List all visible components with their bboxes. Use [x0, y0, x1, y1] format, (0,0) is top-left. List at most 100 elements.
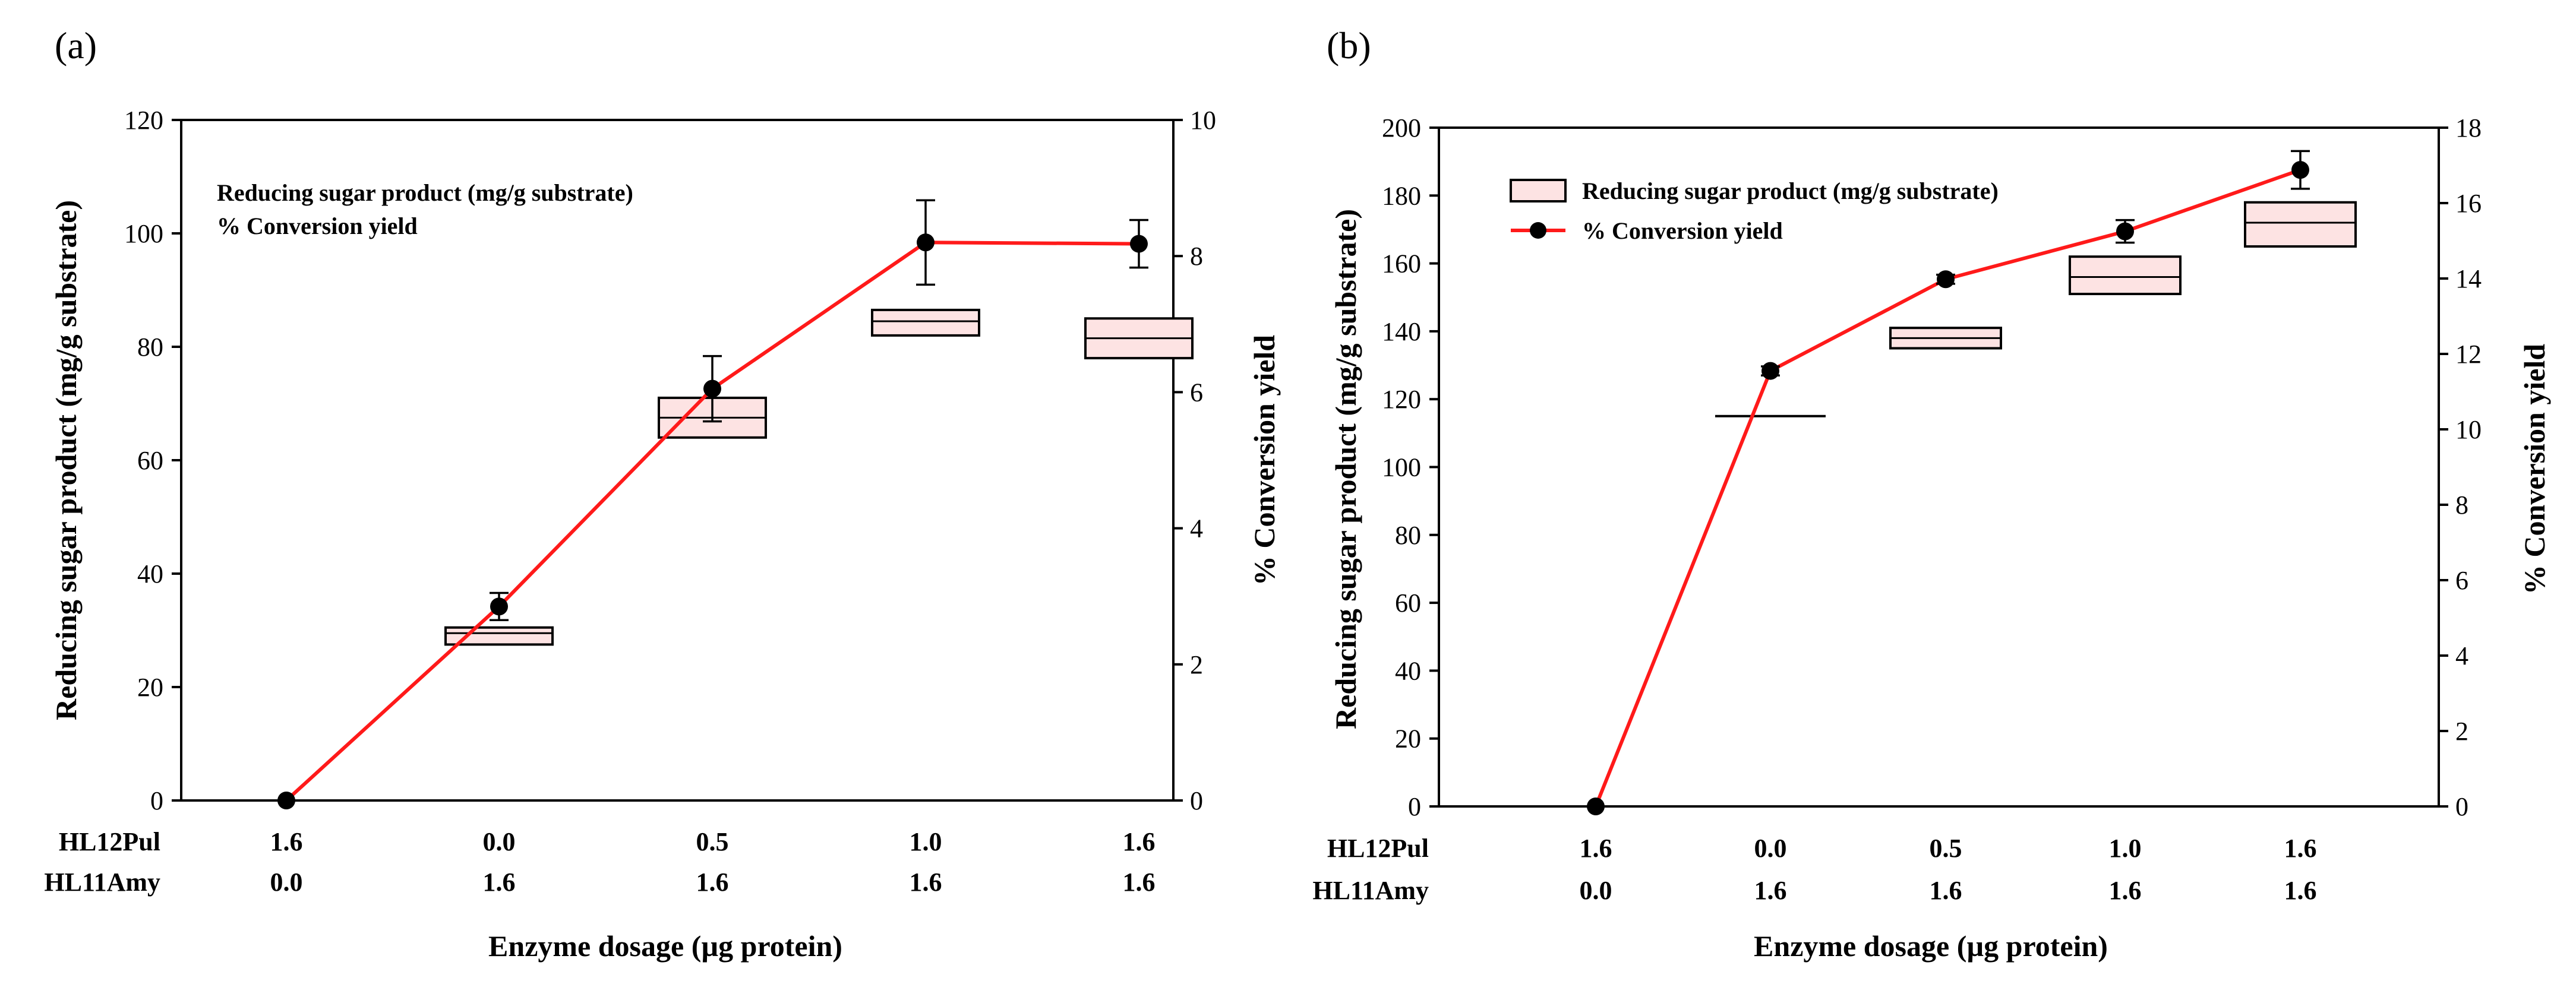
y2-tick-label: 8: [1190, 242, 1203, 271]
dosage-value: 0.5: [696, 827, 729, 856]
panel-label-a: (a): [55, 24, 97, 67]
legend-item-yield-a: % Conversion yield: [217, 213, 418, 239]
y-tick-label: 160: [1382, 249, 1421, 279]
dosage-value: 1.6: [1580, 834, 1612, 863]
y2-tick-label: 10: [2455, 415, 2482, 444]
sugar-box: [2244, 201, 2357, 248]
y-axis-title-b: Reducing sugar product (mg/g substrate): [1329, 209, 1362, 729]
y-axis-title-a: Reducing sugar product (mg/g substrate): [49, 200, 83, 720]
y-tick-label: 20: [137, 673, 163, 702]
conversion-yield-point: [277, 792, 295, 809]
y2-tick-label: 18: [2455, 113, 2482, 143]
legend-box-symbol-b: [1510, 179, 1567, 202]
y2-tick-label: 16: [2455, 189, 2482, 218]
y2-tick-label: 6: [2455, 566, 2468, 595]
y-tick-label: 100: [1382, 453, 1421, 482]
sugar-boxes-b: [1715, 201, 2357, 417]
y-tick-label: 200: [1382, 113, 1421, 143]
conversion-yield-point: [1130, 235, 1148, 253]
conversion-yield-point: [490, 597, 508, 616]
conversion-yield-point: [2291, 161, 2309, 179]
y-tick-label: 80: [137, 333, 163, 362]
conversion-yield-line: [285, 240, 1139, 802]
dosage-value: 1.6: [1123, 868, 1156, 897]
dosage-value: 1.6: [270, 827, 303, 856]
y2-tick-label: 2: [1190, 650, 1203, 679]
enzyme-row-label: HL12Pul: [1327, 834, 1429, 863]
panel-label-b: (b): [1327, 24, 1371, 67]
y-tick-label: 60: [137, 446, 163, 475]
sugar-box: [871, 308, 980, 337]
sugar-boxes-a: [444, 308, 1194, 646]
enzyme-row-label: HL12Pul: [59, 827, 160, 856]
legend-dot-symbol-b: [1530, 222, 1546, 239]
dosage-labels-b: HL12Pul 1.6 0.0 0.5 1.0 1.6 HL11Amy 0.0 1.6 1.6 1.…: [1312, 834, 2316, 905]
y-tick-label: 20: [1395, 724, 1421, 754]
legend-item-yield-b: % Conversion yield: [1582, 217, 1783, 244]
dosage-value: 1.0: [2109, 834, 2142, 863]
y-tick-label: 180: [1382, 181, 1421, 210]
y2-tick-label: 10: [1190, 106, 1216, 135]
y-ticks-a: 0 20 40 60 80 100 120: [124, 106, 181, 815]
x-axis-title-b: Enzyme dosage (µg protein): [1754, 929, 2108, 963]
conversion-yield-point: [703, 379, 721, 398]
y2-axis-title-a: % Conversion yield: [1248, 335, 1281, 586]
y2-tick-label: 12: [2455, 340, 2482, 369]
conversion-yield-point: [1937, 270, 1955, 289]
y2-tick-label: 0: [2455, 792, 2468, 821]
y-tick-label: 0: [1408, 792, 1421, 821]
dosage-value: 1.6: [1754, 876, 1787, 905]
dosage-value: 1.6: [2109, 876, 2142, 905]
y2-tick-label: 0: [1190, 786, 1203, 815]
conversion-yield-point: [917, 233, 935, 252]
y2-tick-label: 4: [2455, 641, 2468, 670]
y2-ticks-b: 0 2 4 6 8 10 12 14 16 18: [2439, 113, 2482, 821]
y2-tick-label: 8: [2455, 491, 2468, 520]
y-tick-label: 140: [1382, 317, 1421, 346]
conversion-yield-series-a: [277, 199, 1148, 809]
dosage-value: 0.0: [1580, 876, 1612, 905]
dosage-value: 1.6: [1123, 827, 1156, 856]
y-tick-label: 40: [1395, 656, 1421, 685]
dosage-value: 0.0: [270, 868, 303, 897]
dosage-value: 1.6: [483, 868, 516, 897]
conversion-yield-point: [1587, 798, 1605, 815]
y-tick-label: 0: [150, 786, 163, 815]
dosage-value: 1.0: [910, 827, 942, 856]
y-tick-label: 120: [1382, 385, 1421, 414]
conversion-yield-series-b: [1587, 150, 2310, 815]
dosage-value: 1.6: [1930, 876, 1962, 905]
y2-tick-label: 2: [2455, 717, 2468, 746]
y-ticks-b: 0 20 40 60 80 100 120 140 160 180 200: [1382, 113, 1439, 821]
dosage-value: 1.6: [910, 868, 942, 897]
dosage-value: 1.6: [2284, 876, 2317, 905]
y2-ticks-a: 0 2 4 6 8 10: [1173, 106, 1216, 815]
chart-panel-a: (a) 0 20 40 60 80 100 120 0 2 4 6 8 10 Reducing sug…: [44, 24, 1281, 963]
enzyme-row-label: HL11Amy: [44, 868, 160, 897]
conversion-yield-line: [1594, 168, 2301, 808]
y-tick-label: 60: [1395, 588, 1421, 618]
conversion-yield-point: [2116, 222, 2134, 240]
dosage-value: 1.6: [696, 868, 729, 897]
dosage-value: 0.0: [483, 827, 516, 856]
legend-item-sugar-b: Reducing sugar product (mg/g substrate): [1582, 178, 1999, 204]
sugar-box: [2069, 255, 2182, 296]
y2-axis-title-b: % Conversion yield: [2518, 344, 2551, 594]
sugar-box: [444, 626, 554, 646]
enzyme-row-label: HL11Amy: [1312, 876, 1429, 905]
legend-item-sugar-a: Reducing sugar product (mg/g substrate): [217, 179, 633, 206]
dosage-value: 0.5: [1930, 834, 1962, 863]
y2-tick-label: 6: [1190, 378, 1203, 407]
dosage-value: 1.6: [2284, 834, 2317, 863]
dosage-labels-a: HL12Pul 1.6 0.0 0.5 1.0 1.6 HL11Amy 0.0 1.6 1.6 1.…: [44, 827, 1155, 897]
y2-tick-label: 14: [2455, 264, 2482, 293]
chart-panel-b: (b) 0 20 40 60 80 100 120 140 160 180 200 0 2 4 6 8 10 1…: [1312, 24, 2551, 963]
conversion-yield-point: [1761, 362, 1779, 380]
y-tick-label: 100: [124, 219, 163, 248]
x-axis-title-a: Enzyme dosage (µg protein): [488, 929, 842, 963]
y2-tick-label: 4: [1190, 514, 1203, 543]
y-tick-label: 40: [137, 559, 163, 588]
y-tick-label: 80: [1395, 521, 1421, 550]
dosage-value: 0.0: [1754, 834, 1787, 863]
